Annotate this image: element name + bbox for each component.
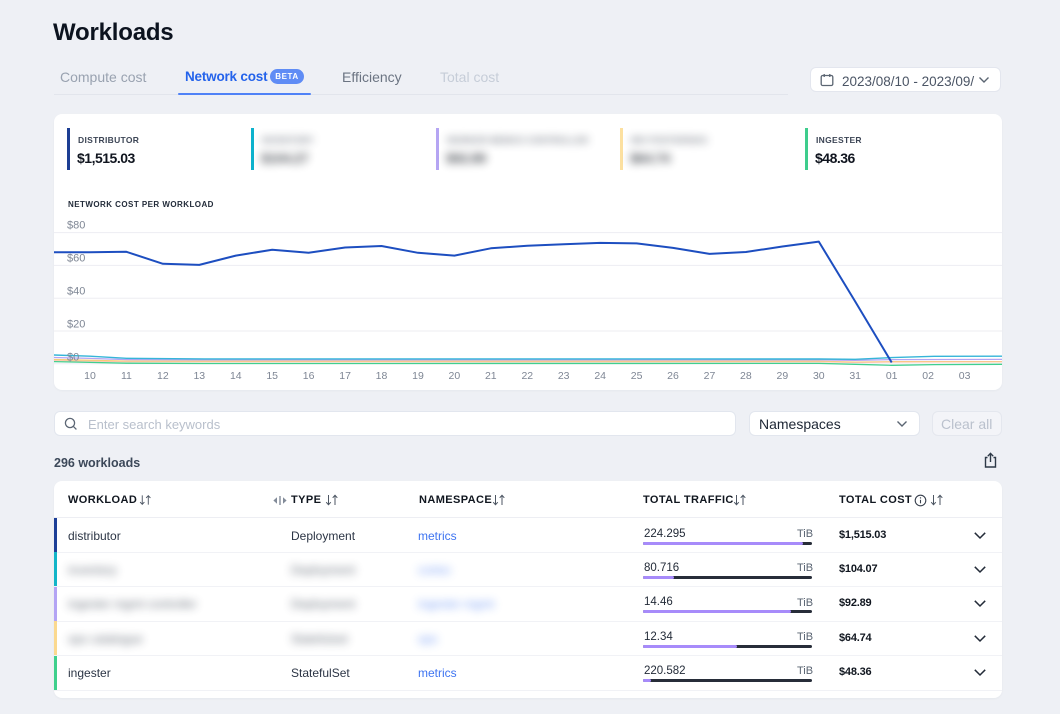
svg-text:30: 30	[813, 370, 825, 382]
svg-text:20: 20	[449, 370, 461, 382]
svg-text:10: 10	[84, 370, 96, 382]
svg-text:28: 28	[740, 370, 752, 382]
svg-text:18: 18	[376, 370, 388, 382]
svg-text:31: 31	[849, 370, 861, 382]
svg-text:25: 25	[631, 370, 643, 382]
svg-text:19: 19	[412, 370, 424, 382]
svg-text:29: 29	[777, 370, 789, 382]
svg-text:11: 11	[121, 370, 132, 382]
svg-text:24: 24	[594, 370, 606, 382]
svg-text:13: 13	[193, 370, 205, 382]
svg-text:21: 21	[485, 370, 497, 382]
svg-text:03: 03	[959, 370, 971, 382]
svg-text:$0: $0	[67, 352, 79, 364]
svg-text:15: 15	[266, 370, 278, 382]
svg-text:02: 02	[922, 370, 934, 382]
svg-text:$40: $40	[67, 286, 85, 298]
svg-text:16: 16	[303, 370, 315, 382]
svg-text:23: 23	[558, 370, 570, 382]
svg-text:17: 17	[339, 370, 351, 382]
svg-text:$60: $60	[67, 253, 85, 265]
svg-text:01: 01	[886, 370, 898, 382]
svg-text:$20: $20	[67, 319, 85, 331]
svg-text:12: 12	[157, 370, 169, 382]
svg-text:22: 22	[521, 370, 533, 382]
svg-text:$80: $80	[67, 220, 85, 232]
svg-text:26: 26	[667, 370, 679, 382]
svg-text:14: 14	[230, 370, 242, 382]
svg-text:27: 27	[704, 370, 716, 382]
